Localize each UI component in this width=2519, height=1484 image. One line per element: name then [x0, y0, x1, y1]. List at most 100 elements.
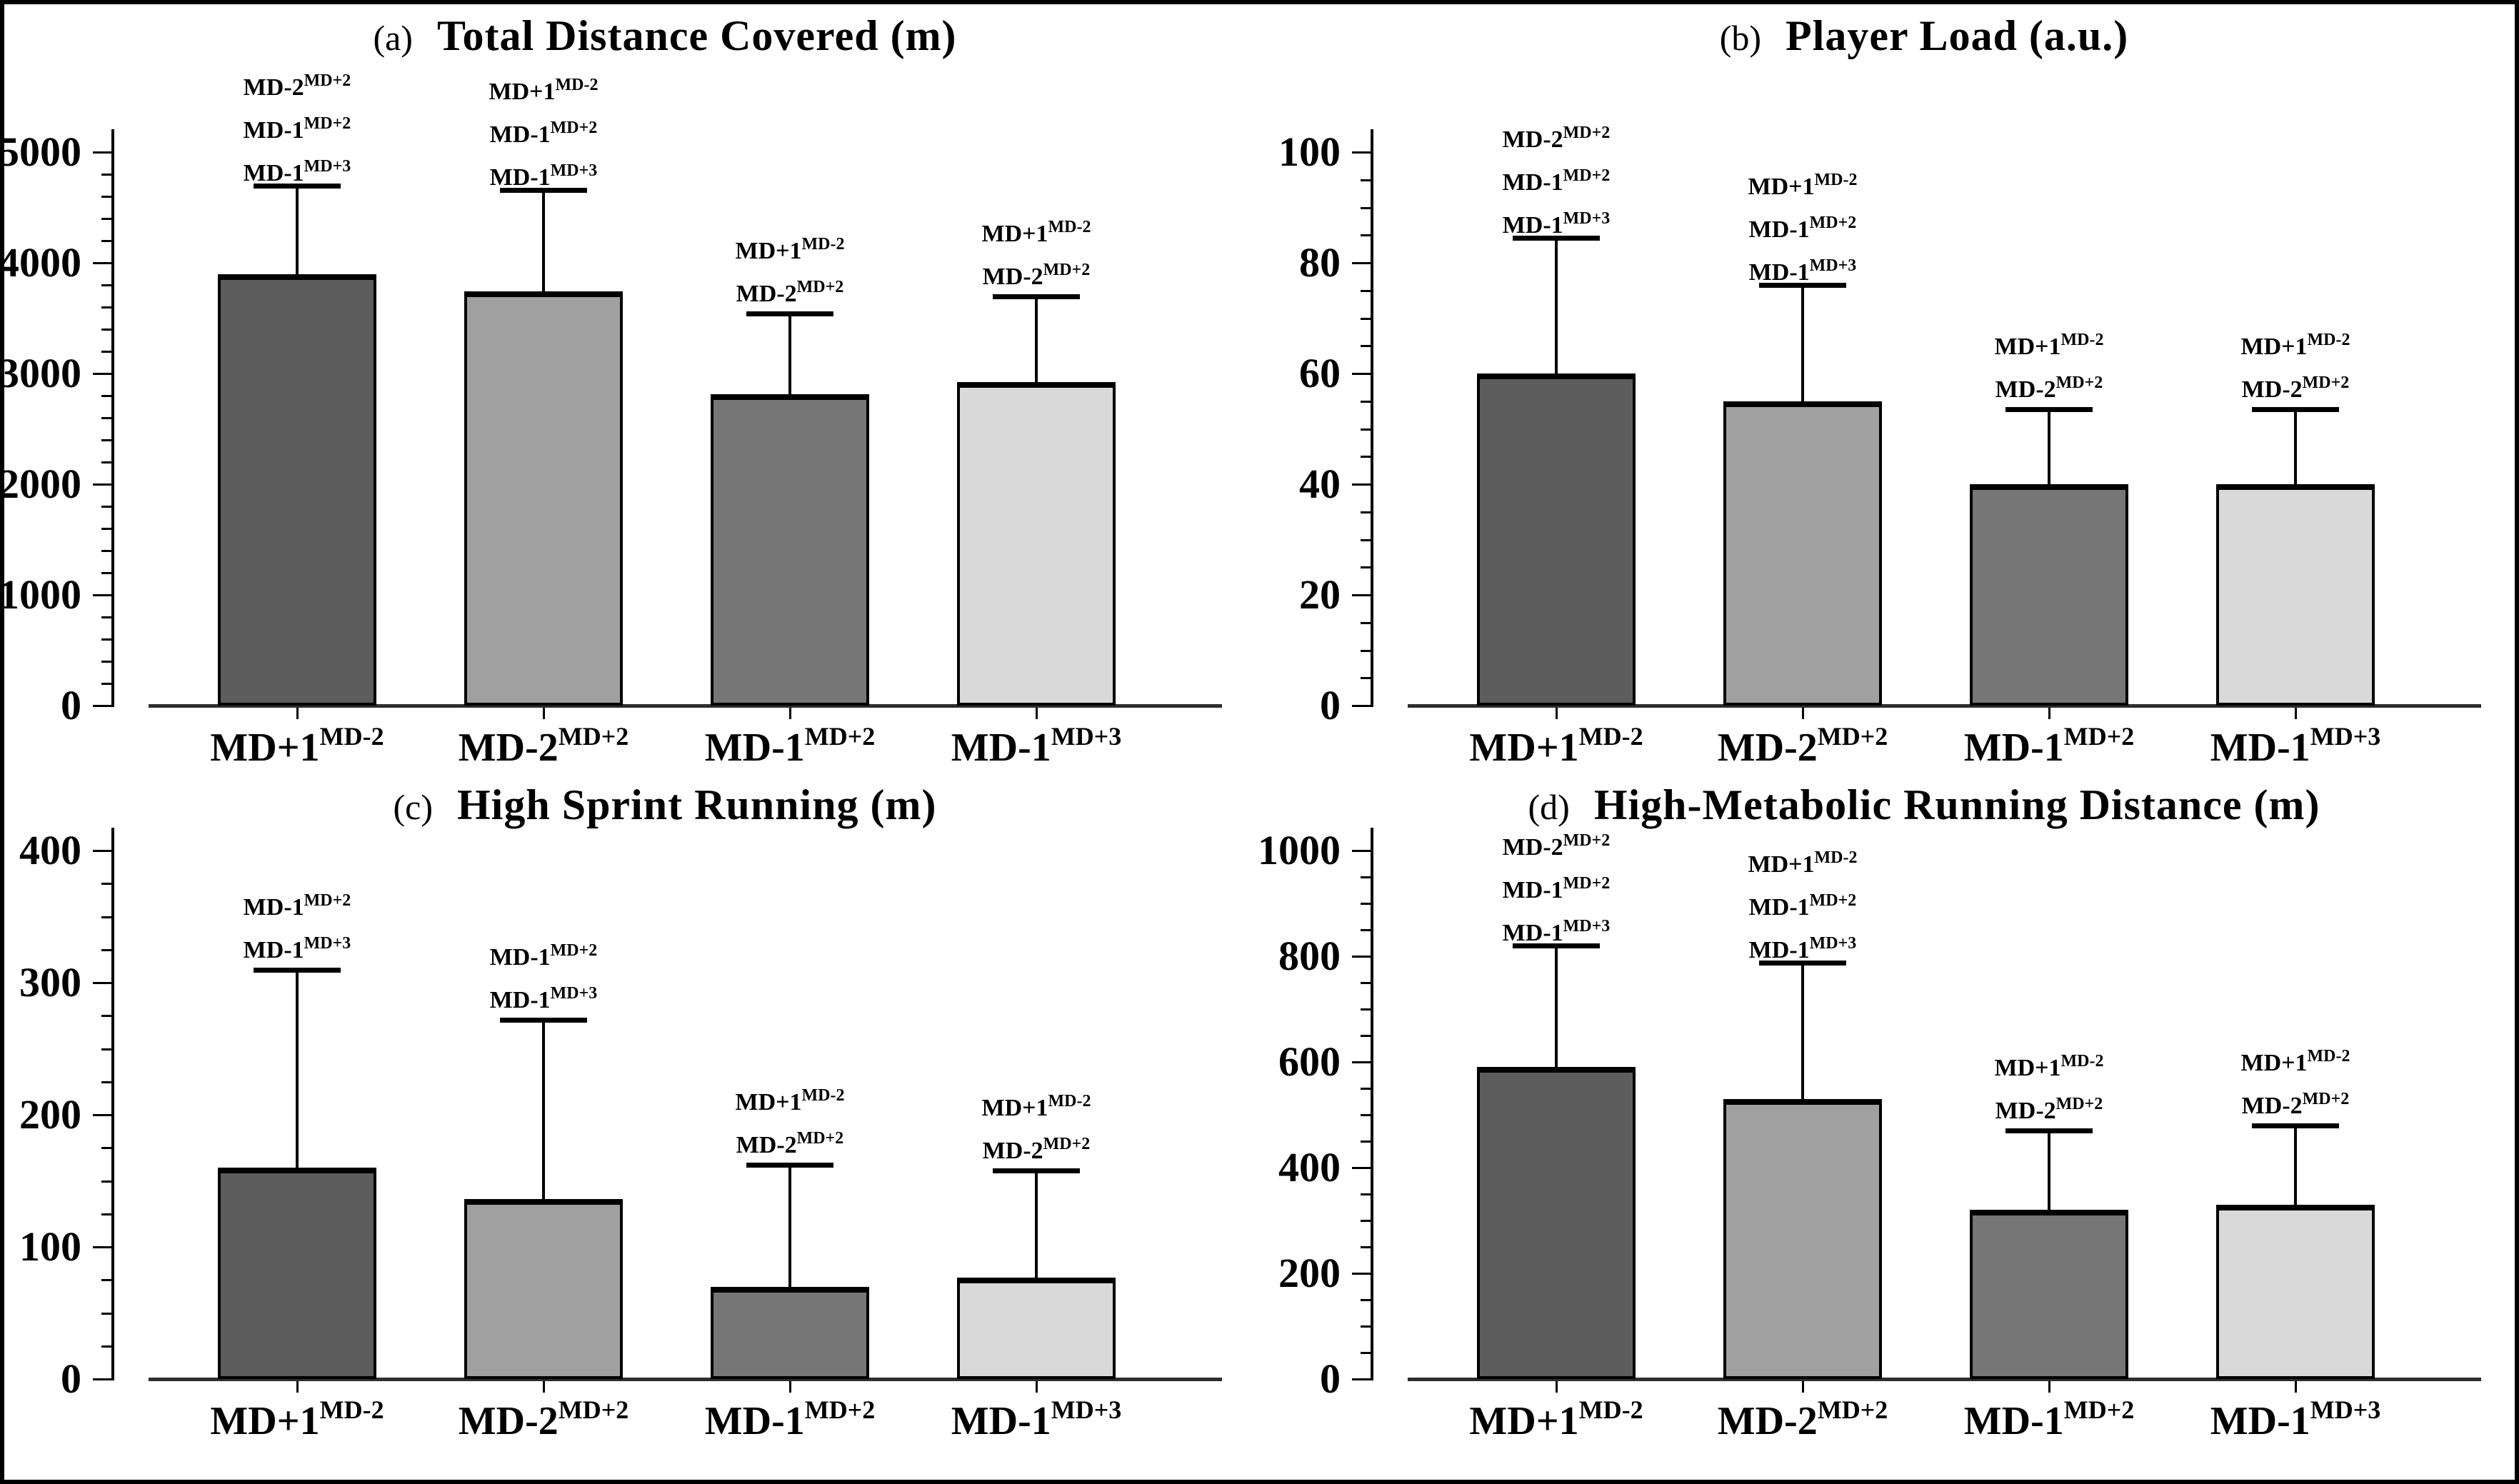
label-base: MD-1 — [1748, 893, 1810, 921]
error-bar-cap — [1513, 236, 1600, 241]
y-axis-minor-tick — [1361, 1325, 1371, 1328]
x-axis-tick — [1556, 1381, 1558, 1393]
label-superscript: MD+3 — [2310, 722, 2381, 751]
significance-annotation: MD+1MD-2 MD-2MD+2 — [886, 1083, 1186, 1169]
label-superscript: MD-2 — [1578, 1395, 1643, 1424]
label-base: MD-1 — [951, 1399, 1051, 1443]
annotation-line: MD-1MD+2 — [1406, 158, 1706, 201]
annotation-line: MD-1MD+2 — [1653, 883, 1953, 926]
x-axis-line — [149, 704, 1222, 708]
error-bar-stem — [2048, 409, 2050, 487]
label-superscript: MD+2 — [1563, 874, 1611, 893]
x-axis-tick — [543, 1381, 545, 1393]
error-bar-cap — [254, 183, 341, 189]
error-bar-cap — [2252, 1123, 2339, 1128]
panel-b: (b) Player Load (a.u.) 0 20 40 60 80 100 MD-2MD+… — [1263, 4, 2515, 770]
annotation-line: MD+1MD-2 — [394, 67, 693, 110]
label-superscript: MD-2 — [1048, 217, 1091, 236]
label-superscript: MD-2 — [555, 75, 599, 94]
label-superscript: MD+2 — [1563, 124, 1611, 143]
label-base: MD-1 — [1748, 216, 1810, 243]
x-axis-tick — [2048, 708, 2050, 719]
y-axis-minor-tick — [1361, 1193, 1371, 1195]
panel-c: (c) High Sprint Running (m) 0 100 200 300 400 M… — [4, 746, 1263, 1480]
y-axis-major-tick — [93, 1114, 111, 1116]
label-base: MD-2 — [1717, 726, 1818, 770]
y-axis-minor-tick — [101, 883, 111, 886]
panel-title: High-Metabolic Running Distance (m) — [1593, 781, 2320, 828]
y-tick-label: 20 — [1299, 571, 1341, 618]
x-category-label: MD-1MD+3 — [2167, 721, 2424, 771]
y-axis-minor-tick — [101, 1147, 111, 1150]
significance-annotation: MD-2MD+2 MD-1MD+2 MD-1MD+3 — [1406, 823, 1706, 951]
y-axis-minor-tick — [1361, 428, 1371, 431]
y-axis-minor-tick — [101, 616, 111, 618]
x-category-label: MD+1MD-2 — [1428, 1395, 1685, 1444]
label-base: MD+1 — [1994, 334, 2061, 361]
y-tick-label: 2000 — [0, 461, 81, 507]
y-axis-minor-tick — [1361, 1035, 1371, 1037]
label-base: MD-2 — [458, 726, 559, 770]
x-category-label: MD-1MD+2 — [1920, 721, 2178, 771]
y-axis-minor-tick — [1361, 1008, 1371, 1011]
y-tick-label: 40 — [1299, 461, 1341, 507]
bar-a4 — [957, 382, 1116, 706]
error-bar-stem — [1035, 1170, 1038, 1280]
y-axis-major-tick — [1352, 1378, 1371, 1380]
error-bar-cap — [254, 967, 341, 973]
y-axis-minor-tick — [101, 1312, 111, 1315]
y-axis-major-tick — [93, 850, 111, 852]
label-superscript: MD+3 — [1051, 722, 1122, 751]
x-category-label: MD+1MD-2 — [169, 1395, 426, 1444]
y-tick-label: 300 — [19, 959, 81, 1006]
label-superscript: MD+2 — [304, 891, 351, 910]
label-superscript: MD-2 — [2307, 331, 2350, 350]
label-superscript: MD+3 — [1563, 209, 1611, 229]
annotation-line: MD+1MD-2 — [886, 209, 1186, 252]
label-base: MD-2 — [736, 1132, 797, 1159]
label-base: MD+1 — [981, 220, 1048, 247]
x-category-label: MD-2MD+2 — [415, 721, 672, 771]
annotation-line: MD+1MD-2 — [1899, 1043, 2199, 1086]
annotation-line: MD-2MD+2 — [640, 269, 940, 312]
y-axis-minor-tick — [101, 439, 111, 441]
y-axis-minor-tick — [101, 1345, 111, 1348]
y-axis-minor-tick — [101, 417, 111, 419]
label-base: MD-1 — [704, 726, 805, 770]
annotation-line: MD-1MD+3 — [147, 149, 447, 191]
annotation-line: MD-2MD+2 — [2145, 1081, 2445, 1124]
label-superscript: MD-2 — [2060, 1052, 2104, 1071]
label-superscript: MD+2 — [558, 1395, 629, 1424]
annotation-line: MD+1MD-2 — [886, 1083, 1186, 1126]
y-axis-minor-tick — [1361, 1114, 1371, 1116]
bar-d2 — [1723, 1098, 1882, 1379]
y-axis-minor-tick — [1361, 1299, 1371, 1301]
y-axis-minor-tick — [101, 174, 111, 176]
error-bar-stem — [1555, 946, 1558, 1071]
y-tick-label: 200 — [1278, 1250, 1341, 1296]
y-tick-label: 1000 — [1258, 827, 1341, 873]
label-base: MD-1 — [1963, 1399, 2064, 1443]
y-axis-major-tick — [1352, 850, 1371, 852]
error-bar-cap — [2005, 407, 2093, 413]
x-category-label: MD-2MD+2 — [1674, 1395, 1931, 1444]
y-axis-minor-tick — [101, 306, 111, 309]
y-tick-label: 400 — [1278, 1144, 1341, 1190]
y-axis-minor-tick — [1361, 456, 1371, 458]
label-base: MD+1 — [1748, 851, 1815, 878]
label-superscript: MD+3 — [1563, 917, 1611, 936]
x-category-label: MD+1MD-2 — [169, 721, 426, 771]
y-axis-minor-tick — [101, 1279, 111, 1282]
y-axis-minor-tick — [1361, 345, 1371, 348]
label-superscript: MD+2 — [1043, 260, 1091, 279]
label-superscript: MD+3 — [1809, 933, 1857, 953]
y-axis-minor-tick — [101, 1213, 111, 1215]
label-base: MD-1 — [243, 893, 304, 921]
label-superscript: MD+2 — [796, 1129, 844, 1148]
error-bar-stem — [2294, 1125, 2297, 1208]
error-bar-cap — [1759, 960, 1846, 966]
y-tick-label: 80 — [1299, 239, 1341, 286]
label-base: MD-2 — [1995, 1098, 2056, 1125]
error-bar-stem — [1801, 962, 1804, 1102]
x-category-label: MD-1MD+2 — [1920, 1395, 2178, 1444]
